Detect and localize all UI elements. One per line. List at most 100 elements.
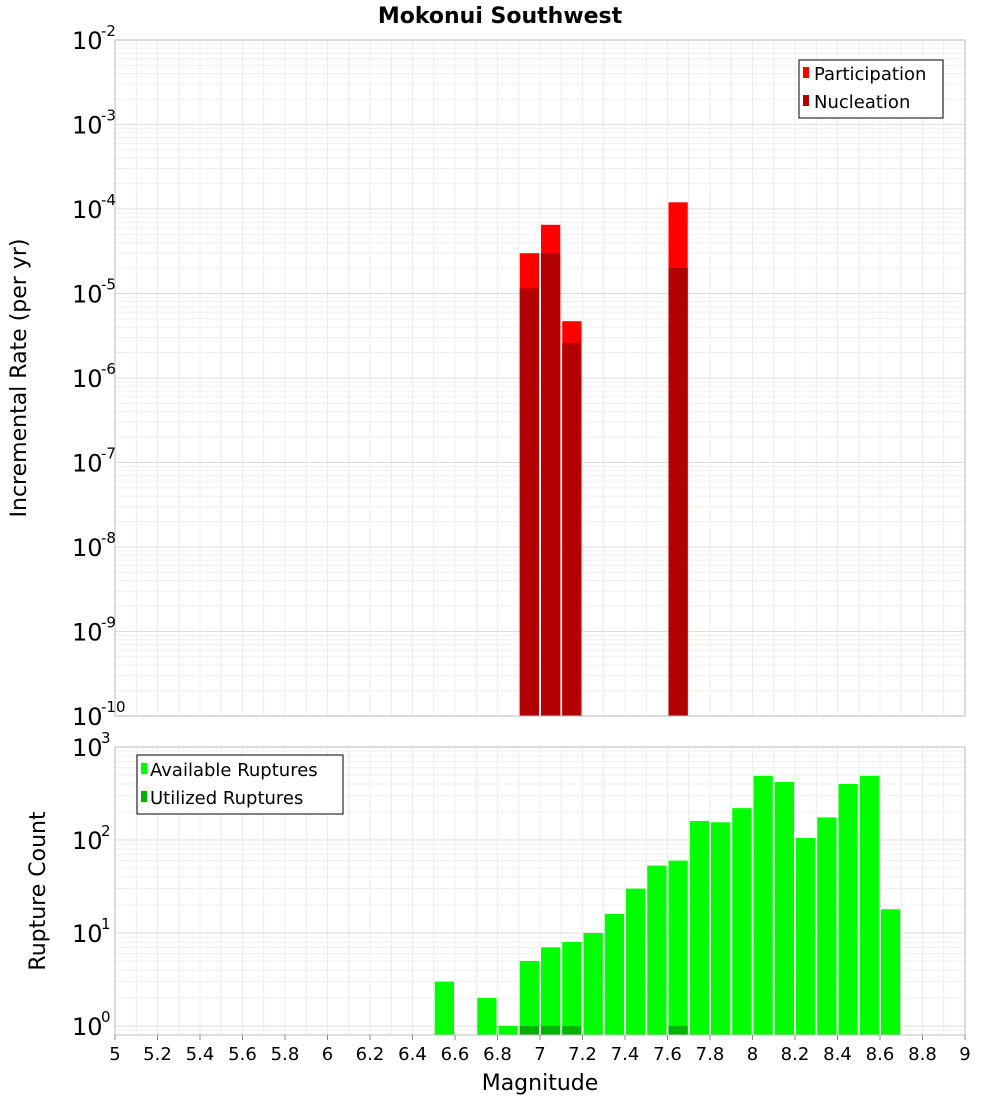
x-tick-label: 6.2 — [356, 1044, 385, 1065]
rate-y-tick-exponent: -8 — [101, 529, 116, 547]
x-tick-label: 7.4 — [611, 1044, 640, 1065]
count-bar-available-ruptures — [647, 865, 667, 1035]
legend-swatch-participation — [803, 67, 809, 78]
count-bar-available-ruptures — [477, 997, 497, 1035]
count-bar-utilized-ruptures — [519, 1025, 539, 1035]
count-bar-available-ruptures — [668, 860, 688, 1035]
count-bar-available-ruptures — [519, 960, 539, 1035]
rate-y-tick: 10-7 — [72, 445, 116, 478]
count-bar-available-ruptures — [434, 981, 454, 1035]
count-y-tick: 100 — [72, 1008, 111, 1041]
count-y-tick-exponent: 0 — [101, 1008, 111, 1026]
count-bar-available-ruptures — [753, 775, 773, 1035]
count-bar-available-ruptures — [732, 808, 752, 1035]
count-bar-utilized-ruptures — [668, 1025, 688, 1035]
count-bar-available-ruptures — [626, 888, 646, 1035]
rate-y-tick-exponent: -9 — [101, 614, 116, 632]
rate-plot-border — [114, 39, 966, 717]
x-tick-label: 6 — [322, 1044, 333, 1065]
count-bar-available-ruptures — [498, 1025, 518, 1035]
rate-y-tick: 10-2 — [72, 22, 116, 55]
rate-y-tick: 10-4 — [72, 191, 116, 224]
legend-label-available: Available Ruptures — [150, 760, 318, 781]
rate-y-tick-exponent: -2 — [101, 22, 116, 40]
count-y-tick-exponent: 3 — [101, 729, 111, 747]
count-bar-available-ruptures — [583, 932, 603, 1035]
rate-legend-box — [798, 59, 944, 119]
rate-y-tick-base: 10 — [72, 703, 103, 731]
count-bar-available-ruptures — [859, 775, 879, 1035]
x-tick-label: 8.6 — [866, 1044, 895, 1065]
count-y-tick: 101 — [72, 915, 111, 948]
x-tick-label: 5.6 — [228, 1044, 257, 1065]
count-y-tick-base: 10 — [72, 920, 103, 948]
count-bar-available-ruptures — [774, 782, 794, 1035]
count-y-tick-base: 10 — [72, 734, 103, 762]
legend-label-utilized: Utilized Ruptures — [150, 788, 303, 809]
rate-y-tick: 10-9 — [72, 614, 116, 647]
count-bar-available-ruptures — [796, 838, 816, 1035]
x-tick-label: 8 — [747, 1044, 758, 1065]
count-y-tick: 103 — [72, 729, 111, 762]
rate-y-tick-base: 10 — [72, 281, 103, 309]
x-axis-label: Magnitude — [482, 1071, 599, 1096]
rate-y-tick-exponent: -5 — [101, 276, 116, 294]
count-bar-available-ruptures — [562, 942, 582, 1035]
x-tick-label: 7.8 — [696, 1044, 725, 1065]
rate-legend: Participation Nucleation — [798, 59, 944, 119]
x-tick-label: 8.8 — [908, 1044, 937, 1065]
count-bar-available-ruptures — [604, 914, 624, 1035]
x-tick-label: 6.6 — [441, 1044, 470, 1065]
rate-y-tick-base: 10 — [72, 619, 103, 647]
count-bar-available-ruptures — [817, 817, 837, 1035]
x-tick-label: 5.4 — [186, 1044, 215, 1065]
count-bar-available-ruptures — [711, 822, 731, 1035]
rate-bar-nucleation — [541, 253, 561, 716]
rate-bar-nucleation — [668, 268, 688, 716]
count-bar-available-ruptures — [838, 784, 858, 1035]
rate-y-tick: 10-8 — [72, 529, 116, 562]
rate-bar-nucleation — [519, 288, 539, 716]
x-tick-label: 6.8 — [483, 1044, 512, 1065]
rate-y-axis-label: Incremental Rate (per yr) — [7, 239, 32, 518]
count-bar-available-ruptures — [541, 947, 561, 1035]
x-tick-label: 7 — [534, 1044, 545, 1065]
count-y-tick-base: 10 — [72, 827, 103, 855]
rate-y-tick-base: 10 — [72, 534, 103, 562]
rate-bar-nucleation — [562, 342, 582, 716]
rate-y-tick-exponent: -10 — [101, 698, 126, 716]
count-y-tick-exponent: 1 — [101, 915, 111, 933]
x-tick-label: 9 — [959, 1044, 970, 1065]
count-y-tick-exponent: 2 — [101, 822, 111, 840]
x-tick-label: 7.2 — [568, 1044, 597, 1065]
rate-y-tick: 10-5 — [72, 276, 116, 309]
count-legend-box — [136, 754, 344, 815]
count-y-tick-base: 10 — [72, 1013, 103, 1041]
rate-y-tick-base: 10 — [72, 365, 103, 393]
count-bar-utilized-ruptures — [562, 1025, 582, 1035]
count-bar-utilized-ruptures — [541, 1025, 561, 1035]
legend-swatch-nucleation — [803, 95, 809, 106]
x-tick-label: 8.2 — [781, 1044, 810, 1065]
rate-y-tick: 10-6 — [72, 360, 116, 393]
rate-y-tick-exponent: -7 — [101, 445, 116, 463]
count-bar-available-ruptures — [881, 909, 901, 1035]
x-tick-label: 5.8 — [271, 1044, 300, 1065]
x-tick-label: 7.6 — [653, 1044, 682, 1065]
legend-swatch-available — [141, 763, 147, 774]
rate-y-tick-base: 10 — [72, 27, 103, 55]
rate-y-tick-base: 10 — [72, 196, 103, 224]
legend-swatch-utilized — [141, 791, 147, 802]
x-tick-label: 5.2 — [143, 1044, 172, 1065]
rate-y-tick-exponent: -4 — [101, 191, 116, 209]
x-tick-label: 5 — [109, 1044, 120, 1065]
count-legend: Available Ruptures Utilized Ruptures — [136, 754, 344, 815]
chart-title: Mokonui Southwest — [378, 4, 623, 29]
rate-y-tick: 10-10 — [72, 698, 126, 731]
legend-label-participation: Participation — [814, 64, 926, 85]
rate-y-tick-base: 10 — [72, 450, 103, 478]
rate-y-tick-exponent: -6 — [101, 360, 116, 378]
